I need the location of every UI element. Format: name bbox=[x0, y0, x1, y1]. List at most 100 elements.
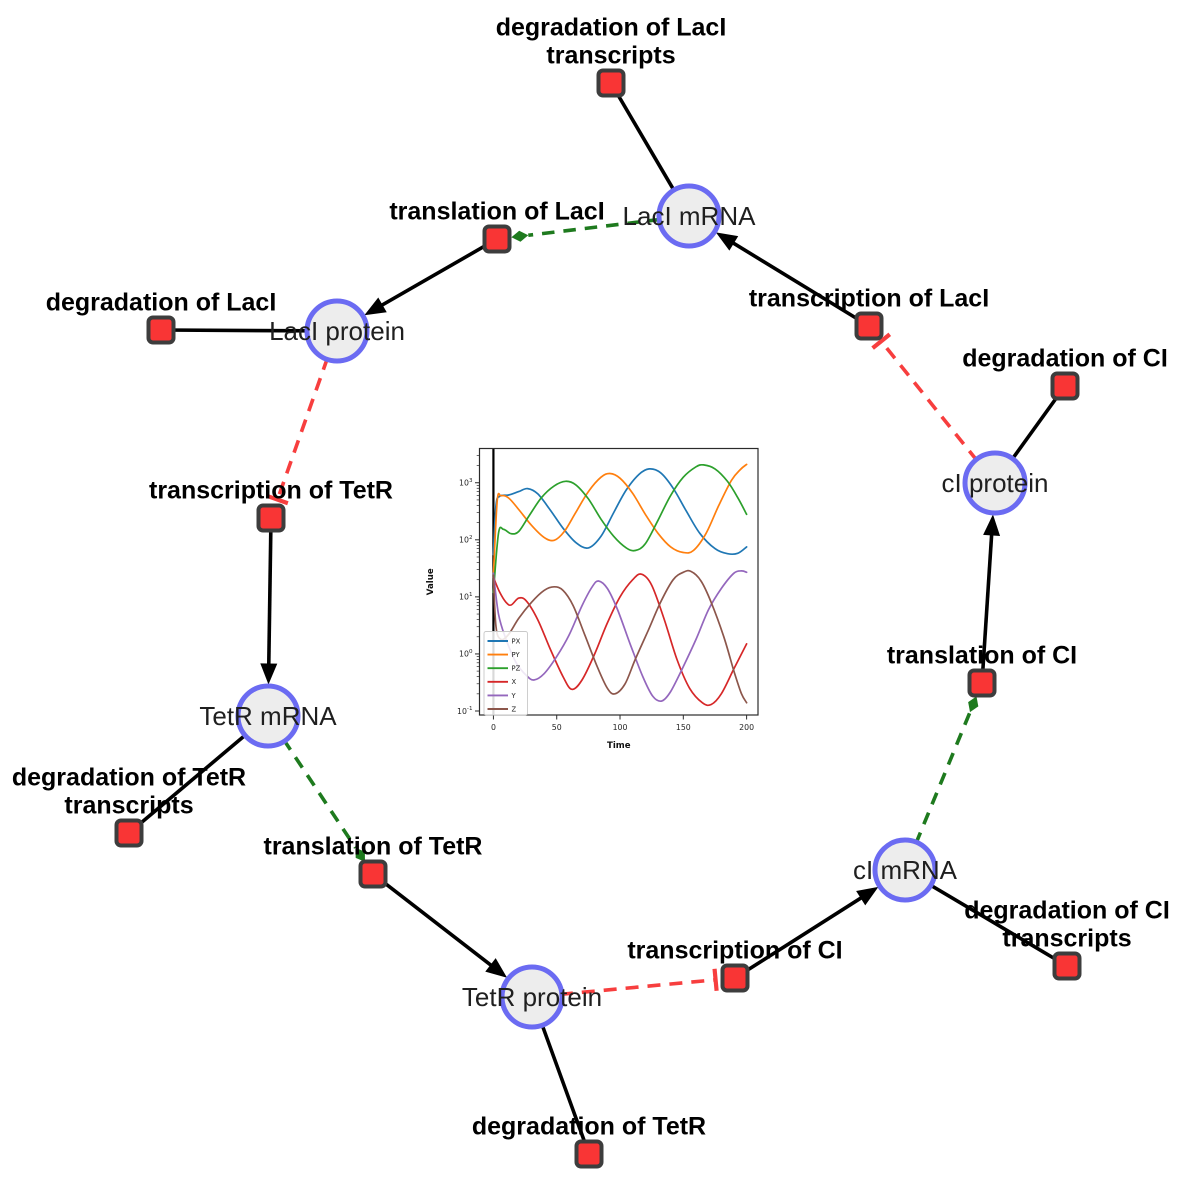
reaction-node-degradation-laci-transcripts bbox=[596, 68, 626, 98]
species-node-laci-mrna bbox=[656, 183, 722, 249]
node-layer bbox=[114, 68, 1082, 1169]
edge-tetr-mrna-to-translation-tetr-diamond-head bbox=[355, 847, 365, 862]
chart-x-tick-label: 150 bbox=[676, 723, 691, 732]
reaction-label-degradation-ci-transcripts-line2: transcripts bbox=[1002, 925, 1131, 953]
chart-y-tick-label: 100 bbox=[459, 649, 473, 659]
edge-translation-laci-to-laci-protein-arrowhead bbox=[364, 297, 387, 316]
chart-x-tick-label: 200 bbox=[739, 723, 754, 732]
reaction-label-degradation-ci-transcripts-line1: degradation of CI bbox=[964, 897, 1170, 925]
species-node-ci-mrna bbox=[872, 837, 938, 903]
chart-y-tick-label: 102 bbox=[459, 535, 472, 545]
legend-label-PZ: PZ bbox=[512, 665, 521, 673]
reaction-label-transcription-ci-line1: transcription of CI bbox=[627, 937, 842, 965]
legend-label-PY: PY bbox=[512, 651, 521, 659]
reaction-node-degradation-ci bbox=[1050, 371, 1080, 401]
reaction-label-translation-ci-line1: translation of CI bbox=[887, 642, 1077, 670]
species-label-laci-protein: LacI protein bbox=[269, 316, 405, 346]
chart-y-tick-label: 101 bbox=[459, 592, 473, 602]
edge-translation-laci-to-laci-protein bbox=[379, 242, 489, 308]
reaction-node-degradation-laci bbox=[146, 315, 176, 345]
label-layer: LacI mRNA LacI protein TetR mRNA TetR prote… bbox=[12, 14, 1170, 1141]
species-node-ci-protein bbox=[962, 450, 1028, 516]
reaction-node-transcription-tetr bbox=[256, 503, 286, 533]
chart-x-tick-label: 100 bbox=[613, 723, 628, 732]
reaction-label-degradation-ci-line1: degradation of CI bbox=[962, 345, 1168, 373]
species-node-laci-protein bbox=[304, 298, 370, 364]
edge-layer bbox=[127, 82, 1068, 1155]
edge-translation-tetr-to-tetr-protein bbox=[380, 879, 494, 969]
chart-ylabel: Value bbox=[426, 568, 436, 595]
reaction-node-transcription-ci bbox=[720, 963, 750, 993]
edge-translation-ci-to-ci-protein bbox=[980, 532, 994, 673]
edge-ci-mrna-to-degradation-ci-transcripts bbox=[928, 882, 1068, 968]
edge-tetr-mrna-to-degradation-tetr-transcripts bbox=[127, 732, 248, 835]
reaction-label-degradation-tetr-transcripts-line2: transcripts bbox=[64, 792, 193, 820]
reaction-label-translation-tetr-line1: translation of TetR bbox=[264, 833, 483, 861]
edge-tetr-protein-to-transcription-ci bbox=[559, 978, 716, 997]
edge-transcription-tetr-to-tetr-mrna-arrowhead bbox=[260, 663, 278, 685]
reaction-label-degradation-laci-transcripts-line1: degradation of LacI bbox=[496, 14, 727, 42]
edge-transcription-laci-to-laci-mrna bbox=[730, 240, 861, 323]
species-label-ci-protein: cI protein bbox=[942, 468, 1049, 498]
reaction-node-transcription-laci bbox=[854, 311, 884, 341]
edge-transcription-tetr-to-tetr-mrna bbox=[266, 528, 273, 667]
edge-ci-protein-to-transcription-laci-inhibitor-bar bbox=[871, 332, 892, 350]
reaction-node-degradation-tetr bbox=[574, 1139, 604, 1169]
legend-label-PX: PX bbox=[512, 637, 521, 645]
chart-y-tick-label: 103 bbox=[459, 478, 473, 488]
chart-frame bbox=[478, 447, 759, 716]
reaction-label-degradation-laci-line1: degradation of LacI bbox=[46, 289, 277, 317]
chart-series-X bbox=[492, 573, 748, 707]
species-label-tetr-mrna: TetR mRNA bbox=[199, 701, 337, 731]
reaction-label-transcription-laci-line1: transcription of LacI bbox=[749, 285, 989, 313]
edge-transcription-ci-to-ci-mrna bbox=[742, 895, 865, 974]
edge-translation-ci-to-ci-protein-arrowhead bbox=[983, 514, 1001, 536]
species-node-tetr-mrna bbox=[235, 683, 301, 749]
edge-tetr-protein-to-degradation-tetr bbox=[539, 1022, 591, 1155]
edge-tetr-mrna-to-translation-tetr bbox=[281, 738, 358, 849]
legend-label-X: X bbox=[512, 678, 517, 686]
reaction-node-translation-tetr bbox=[358, 859, 388, 889]
edge-tetr-protein-to-transcription-ci-inhibitor-bar bbox=[712, 968, 719, 991]
chart-legend-box bbox=[483, 631, 528, 716]
chart-series-PY bbox=[492, 463, 748, 576]
reaction-label-translation-laci-line1: translation of LacI bbox=[389, 198, 604, 226]
edge-ci-mrna-to-translation-ci bbox=[913, 711, 972, 845]
edge-laci-mrna-to-degradation-laci-transcripts bbox=[609, 82, 677, 193]
edge-ci-mrna-to-translation-ci-diamond-head bbox=[968, 696, 979, 713]
legend-label-Y: Y bbox=[511, 692, 517, 700]
species-label-tetr-protein: TetR protein bbox=[462, 982, 602, 1012]
edge-transcription-ci-to-ci-mrna-arrowhead bbox=[856, 886, 879, 906]
chart-series-PZ bbox=[492, 463, 748, 594]
edge-laci-mrna-to-translation-laci-diamond-head bbox=[511, 230, 529, 242]
reaction-node-degradation-ci-transcripts bbox=[1052, 951, 1082, 981]
edge-translation-tetr-to-tetr-protein-arrowhead bbox=[485, 958, 508, 978]
chart-xlabel: Time bbox=[607, 741, 631, 751]
chart-legend: PX PY PZ XYZ bbox=[483, 631, 528, 716]
reaction-node-translation-ci bbox=[967, 668, 997, 698]
chart-x-tick-label: 50 bbox=[552, 723, 562, 732]
chart-y-tick-label: 10-1 bbox=[457, 706, 473, 716]
edge-laci-protein-to-degradation-laci bbox=[160, 328, 310, 333]
edge-ci-protein-to-transcription-laci bbox=[879, 340, 979, 463]
chart-series-Z bbox=[492, 569, 748, 704]
chart-x-tick-label: 0 bbox=[491, 723, 496, 732]
edge-laci-mrna-to-translation-laci bbox=[528, 217, 662, 238]
chart-series-PX bbox=[492, 467, 748, 556]
species-label-laci-mrna: LacI mRNA bbox=[623, 201, 757, 231]
reaction-node-degradation-tetr-transcripts bbox=[114, 818, 144, 848]
legend-label-Z: Z bbox=[512, 705, 517, 713]
arrowhead-layer bbox=[260, 230, 1001, 991]
edge-transcription-laci-to-laci-mrna-arrowhead bbox=[715, 232, 739, 251]
species-label-ci-mrna: cI mRNA bbox=[853, 855, 958, 885]
reaction-node-translation-laci bbox=[482, 224, 512, 254]
reaction-label-degradation-tetr-line1: degradation of TetR bbox=[472, 1113, 706, 1141]
reaction-label-transcription-tetr-line1: transcription of TetR bbox=[149, 477, 393, 505]
species-node-tetr-protein bbox=[499, 964, 565, 1030]
edge-laci-protein-to-transcription-tetr-inhibitor-bar bbox=[266, 493, 289, 506]
reaction-label-degradation-tetr-transcripts-line1: degradation of TetR bbox=[12, 764, 246, 792]
edge-laci-protein-to-transcription-tetr bbox=[275, 356, 330, 501]
